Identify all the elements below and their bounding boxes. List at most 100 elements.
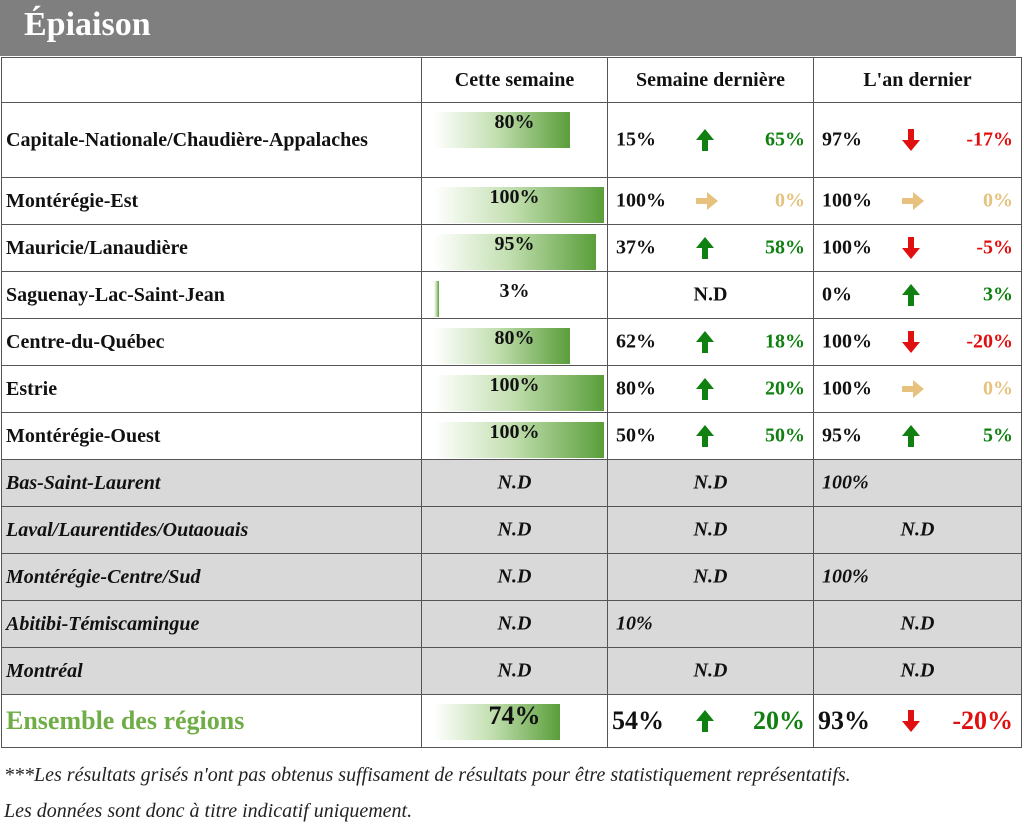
- change-value: 20%: [753, 706, 805, 735]
- cette-semaine-cell: 3%: [421, 271, 608, 319]
- cell-text: N.D: [497, 612, 532, 635]
- semaine-derniere-cell: N.D: [607, 553, 814, 601]
- table-row-grey: Montérégie-Centre/Sud N.D N.D 100%: [1, 553, 1022, 601]
- cette-semaine-cell: N.D: [421, 506, 608, 554]
- cell-text: N.D: [693, 518, 728, 541]
- cette-semaine-cell: N.D: [421, 647, 608, 695]
- change-value: 3%: [983, 283, 1013, 306]
- region-name: Montréal: [1, 647, 422, 695]
- progress-bar: [434, 422, 604, 458]
- comparison-value: 50%: [616, 424, 656, 447]
- table-row-grey: Montréal N.D N.D N.D: [1, 647, 1022, 695]
- table-row-grey: Abitibi-Témiscamingue N.D 10% N.D: [1, 600, 1022, 648]
- an-dernier-cell: 100% 0%: [813, 365, 1022, 413]
- arrow-up-icon: [696, 331, 714, 353]
- cell-text: N.D: [900, 659, 935, 682]
- cell-text: N.D: [497, 518, 532, 541]
- arrow-up-icon: [902, 284, 920, 306]
- change-value: -20%: [966, 330, 1013, 353]
- progress-bar: [434, 281, 439, 317]
- header-an-dernier: L'an dernier: [813, 57, 1022, 103]
- table-row-grey: Laval/Laurentides/Outaouais N.D N.D N.D: [1, 506, 1022, 554]
- region-name: Montérégie-Est: [1, 177, 422, 225]
- comparison-value: 97%: [822, 128, 862, 151]
- footnote-line-1: ***Les résultats grisés n'ont pas obtenu…: [4, 764, 851, 786]
- comparison-value: 80%: [616, 377, 656, 400]
- comparison-value: 93%: [818, 706, 870, 735]
- change-value: 0%: [983, 189, 1013, 212]
- region-name: Estrie: [1, 365, 422, 413]
- arrow-up-icon: [696, 129, 714, 151]
- arrow-up-icon: [696, 425, 714, 447]
- region-name: Bas-Saint-Laurent: [1, 459, 422, 507]
- semaine-derniere-cell: N.D: [607, 647, 814, 695]
- table-row: Capitale-Nationale/Chaudière-Appalaches 8…: [1, 102, 1022, 178]
- title-bar: Épiaison: [0, 0, 1016, 56]
- region-name: Montérégie-Centre/Sud: [1, 553, 422, 601]
- change-value: 65%: [765, 128, 805, 151]
- cell-text: 10%: [616, 612, 653, 635]
- change-value: 5%: [983, 424, 1013, 447]
- an-dernier-cell: 0% 3%: [813, 271, 1022, 319]
- region-name: Laval/Laurentides/Outaouais: [1, 506, 422, 554]
- arrow-right-icon: [902, 380, 924, 398]
- table-row: Mauricie/Lanaudière 95% 37% 58% 100% -5%: [1, 224, 1022, 272]
- change-value: 20%: [765, 377, 805, 400]
- an-dernier-cell: 100% -20%: [813, 318, 1022, 366]
- progress-value: 3%: [499, 280, 530, 302]
- progress-value: 100%: [489, 421, 540, 443]
- change-value: -5%: [976, 236, 1013, 259]
- comparison-value: 54%: [612, 706, 664, 735]
- cell-text: 100%: [822, 565, 869, 588]
- cette-semaine-cell: N.D: [421, 459, 608, 507]
- header-cette-semaine: Cette semaine: [421, 57, 608, 103]
- change-value: 50%: [765, 424, 805, 447]
- table-row-grey: Bas-Saint-Laurent N.D N.D 100%: [1, 459, 1022, 507]
- arrow-down-icon: [902, 129, 920, 151]
- arrow-up-icon: [696, 237, 714, 259]
- comparison-value: 0%: [822, 283, 852, 306]
- arrow-up-icon: [902, 425, 920, 447]
- an-dernier-cell: 100% 0%: [813, 177, 1022, 225]
- arrow-down-icon: [902, 237, 920, 259]
- arrow-up-icon: [696, 710, 714, 732]
- cell-text: N.D: [497, 471, 532, 494]
- change-value: 0%: [983, 377, 1013, 400]
- arrow-right-icon: [696, 192, 718, 210]
- cell-text: N.D: [900, 612, 935, 635]
- progress-value: 95%: [494, 233, 535, 255]
- arrow-right-icon: [902, 192, 924, 210]
- table-row: Montérégie-Est 100% 100% 0% 100% 0%: [1, 177, 1022, 225]
- cell-text: N.D: [497, 659, 532, 682]
- cette-semaine-cell: 95%: [421, 224, 608, 272]
- an-dernier-cell: 100%: [813, 459, 1022, 507]
- semaine-derniere-cell: 100% 0%: [607, 177, 814, 225]
- an-dernier-cell: 93% -20%: [813, 694, 1022, 748]
- cette-semaine-cell: N.D: [421, 600, 608, 648]
- an-dernier-cell: 95% 5%: [813, 412, 1022, 460]
- cell-text: N.D: [497, 565, 532, 588]
- header-semaine-derniere: Semaine dernière: [607, 57, 814, 103]
- progress-value: 74%: [488, 701, 541, 730]
- semaine-derniere-cell: 62% 18%: [607, 318, 814, 366]
- progress-bar: [434, 328, 570, 364]
- progress-value: 80%: [494, 327, 535, 349]
- region-name: Mauricie/Lanaudière: [1, 224, 422, 272]
- table-row-total: Ensemble des régions 74% 54% 20% 93% -20%: [1, 694, 1022, 748]
- change-value: 58%: [765, 236, 805, 259]
- table-row: Montérégie-Ouest 100% 50% 50% 95% 5%: [1, 412, 1022, 460]
- table-row: Saguenay-Lac-Saint-Jean 3% N.D 0% 3%: [1, 271, 1022, 319]
- comparison-value: 37%: [616, 236, 656, 259]
- progress-value: 100%: [489, 374, 540, 396]
- cette-semaine-cell: 100%: [421, 177, 608, 225]
- cell-text: 100%: [822, 471, 869, 494]
- region-name: Montérégie-Ouest: [1, 412, 422, 460]
- region-name: Capitale-Nationale/Chaudière-Appalaches: [1, 102, 422, 178]
- an-dernier-cell: N.D: [813, 600, 1022, 648]
- an-dernier-cell: 100% -5%: [813, 224, 1022, 272]
- progress-bar: [434, 234, 596, 270]
- progress-bar: [434, 375, 604, 411]
- comparison-value: 100%: [616, 189, 666, 212]
- region-name: Centre-du-Québec: [1, 318, 422, 366]
- comparison-value: 100%: [822, 189, 872, 212]
